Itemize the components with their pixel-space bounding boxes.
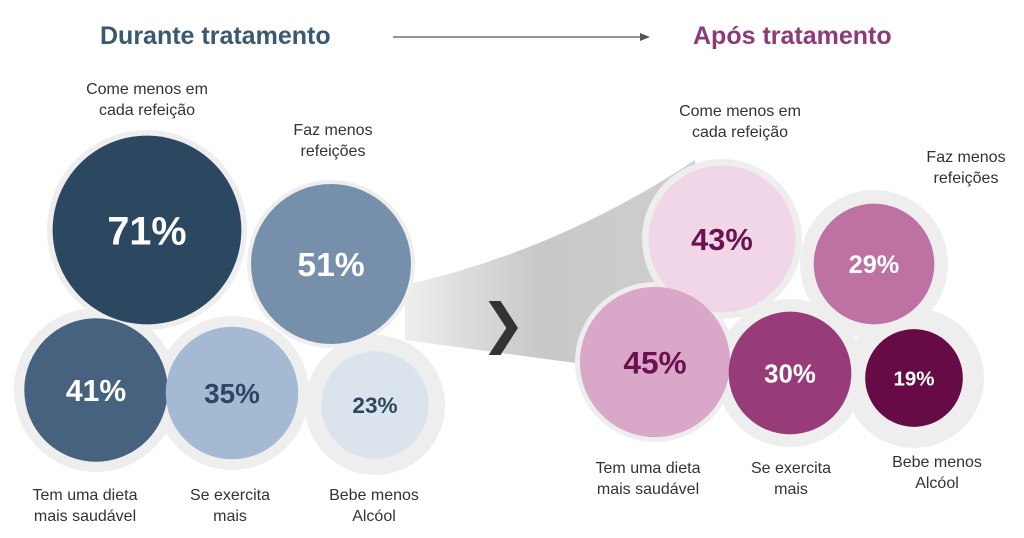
during-value-label-3: 41%	[66, 375, 126, 408]
title-after-treatment: Após tratamento	[693, 22, 892, 50]
after-value-label-5: 19%	[893, 367, 934, 390]
chevron-right-icon: ❯	[480, 292, 525, 355]
during-bubble-3	[24, 318, 168, 462]
after-category-label-5: Bebe menos Alcóol	[892, 454, 982, 492]
during-bubble-4	[165, 326, 299, 460]
during-category-label-1: Come menos em cada refeição	[86, 81, 208, 119]
during-value-label-4: 35%	[204, 378, 260, 409]
header-arrow-head	[640, 33, 650, 41]
after-category-label-2: Faz menos refeições	[926, 149, 1006, 187]
during-value-label-2: 51%	[297, 247, 364, 284]
after-value-label-2: 29%	[849, 251, 900, 279]
after-bubble-2	[813, 203, 935, 325]
after-value-label-3: 45%	[623, 344, 686, 380]
after-category-label-4: Se exercita mais	[750, 460, 832, 498]
after-bubble-5	[865, 329, 963, 427]
title-during-treatment: Durante tratamento	[100, 22, 331, 50]
after-value-label-4: 30%	[764, 360, 816, 388]
during-value-label-1: 71%	[107, 209, 186, 253]
after-bubble-1	[648, 165, 796, 313]
during-category-label-4: Se exercita mais	[189, 487, 271, 525]
after-category-label-3: Tem uma dieta mais saudável	[595, 460, 701, 498]
during-category-label-5: Bebe menos Alcóol	[329, 487, 419, 525]
after-value-label-1: 43%	[691, 222, 753, 257]
during-value-label-5: 23%	[352, 393, 397, 418]
during-category-label-3: Tem uma dieta mais saudável	[32, 487, 138, 525]
during-bubble-1	[52, 135, 242, 325]
during-bubble-2	[251, 184, 411, 344]
after-category-label-1: Come menos em cada refeição	[679, 103, 801, 141]
after-bubble-3	[579, 286, 731, 438]
after-bubble-4	[728, 311, 852, 435]
during-category-label-2: Faz menos refeições	[293, 122, 373, 160]
during-bubble-5	[321, 351, 429, 459]
